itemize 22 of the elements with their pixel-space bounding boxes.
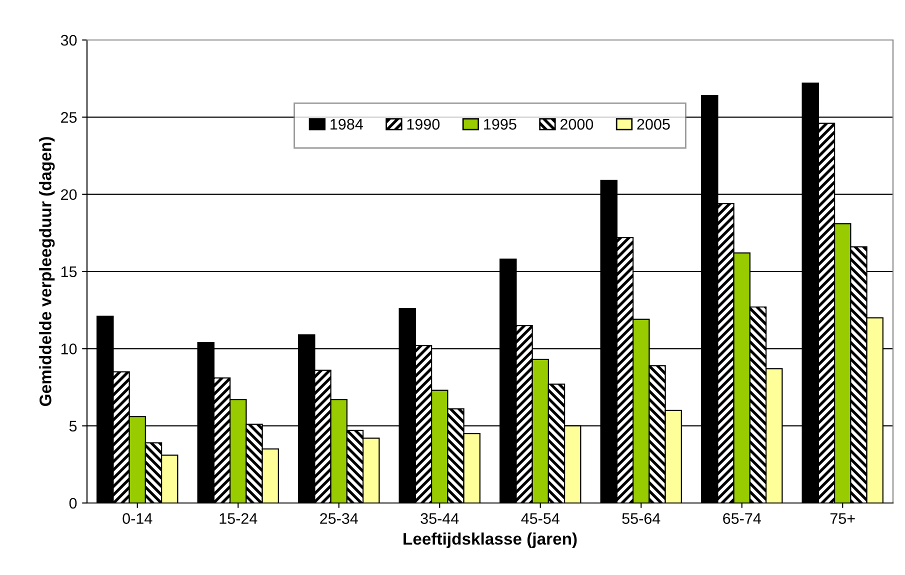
y-tick-label: 15 <box>61 266 77 278</box>
y-tick-label: 30 <box>60 34 77 46</box>
y-tick-label: 5 <box>69 420 77 432</box>
x-tick-label: 75+ <box>830 513 855 524</box>
x-axis-title: Leeftijdsklasse (jaren) <box>404 532 577 548</box>
legend-label: 2005 <box>637 118 670 130</box>
legend-label: 1984 <box>330 118 363 130</box>
y-tick-label: 20 <box>61 189 77 200</box>
y-tick-label: 10 <box>61 344 77 354</box>
y-tick-label: 25 <box>61 112 77 123</box>
x-tick-label: 65-74 <box>723 513 761 524</box>
y-tick-label: 0 <box>69 498 77 509</box>
legend-label: 1995 <box>484 118 516 130</box>
x-tick-label: 55-64 <box>622 513 660 524</box>
x-tick-label: 15-24 <box>220 513 258 524</box>
x-tick-label: 35-44 <box>420 513 459 524</box>
y-axis-title: Gemiddelde verpleegduur (dagen) <box>39 137 55 406</box>
x-tick-label: 0-14 <box>122 513 152 524</box>
x-tick-label: 45-54 <box>521 513 560 524</box>
x-tick-label: 25-34 <box>320 513 358 524</box>
legend-label: 2000 <box>560 118 594 130</box>
legend-label: 1990 <box>407 118 440 130</box>
